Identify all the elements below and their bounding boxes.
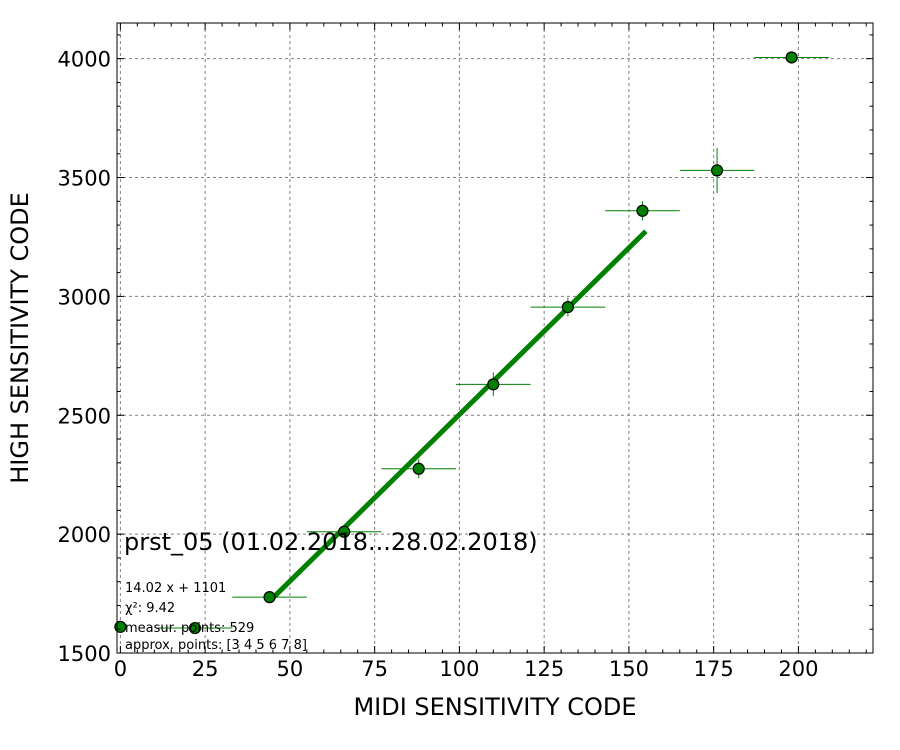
fit-line (267, 229, 648, 603)
data-point (412, 462, 425, 475)
axis-ticks: 0 25 50 75 100 125 150 175 200 1500 2000 2500 3000 35… (58, 23, 873, 681)
plot-frame (116, 22, 874, 654)
chart-title: prst_05 (01.02.2018...28.02.2018) (124, 528, 538, 556)
data-point-group (232, 591, 307, 604)
chi-squared-label: χ²: 9.42 (125, 601, 175, 616)
y-tick-label: 3500 (58, 167, 111, 191)
y-tick-label: 2500 (58, 404, 111, 428)
x-tick-label: 200 (778, 657, 818, 681)
approx-points-label: approx. points: [3 4 5 6 7 8] (125, 638, 307, 653)
data-point-group (456, 372, 531, 397)
data-point-group (605, 201, 680, 221)
data-point-group (679, 147, 755, 193)
x-tick-label: 150 (609, 657, 649, 681)
data-point-group (530, 297, 606, 317)
x-tick-label: 0 (114, 657, 127, 681)
data-point (710, 164, 724, 177)
data-point (338, 525, 351, 538)
x-axis-label: MIDI SENSITIVITY CODE (353, 693, 636, 721)
data-point (636, 204, 649, 217)
x-tick-label: 50 (277, 657, 304, 681)
data-point (785, 51, 798, 64)
measured-points-label: measur. points: 529 (125, 621, 254, 636)
fit-equation: 14.02 x + 1101 (125, 581, 226, 596)
y-tick-label: 3000 (58, 285, 111, 309)
x-tick-label: 75 (361, 657, 388, 681)
data-point (561, 300, 574, 314)
grid (117, 23, 873, 654)
data-point-group (306, 525, 382, 538)
y-axis-label: HIGH SENSITIVITY CODE (6, 192, 34, 484)
data-point-group (381, 459, 457, 479)
data-points (114, 51, 829, 635)
data-point (263, 591, 276, 604)
data-point-group (157, 621, 233, 635)
data-point (188, 621, 202, 635)
x-tick-label: 175 (694, 657, 734, 681)
data-point (487, 378, 500, 391)
y-tick-label: 2000 (58, 523, 111, 547)
x-tick-label: 25 (192, 657, 219, 681)
y-tick-label: 4000 (58, 48, 111, 72)
x-tick-label: 100 (439, 657, 479, 681)
data-point-group (754, 51, 829, 64)
fit-line-group (267, 229, 648, 603)
x-tick-label: 125 (524, 657, 564, 681)
y-tick-label: 1500 (58, 642, 111, 666)
